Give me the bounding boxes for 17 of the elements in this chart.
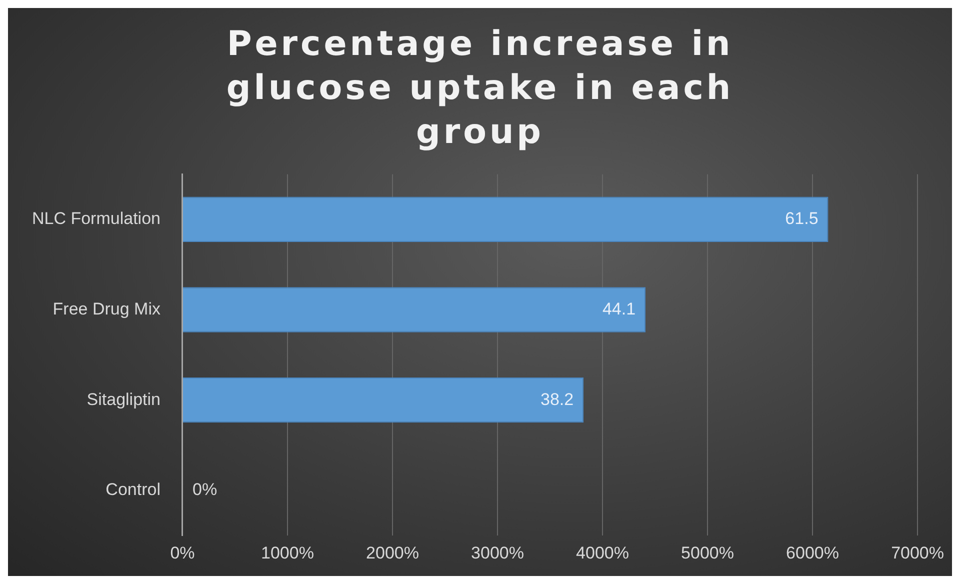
x-tick-label: 4000% xyxy=(576,543,629,562)
x-tick-label: 6000% xyxy=(786,543,839,562)
chart-title: Percentage increase in glucose uptake in each group xyxy=(225,23,735,152)
data-label: 38.2 xyxy=(540,390,574,409)
y-tick-label: NLC Formulation xyxy=(32,209,160,228)
y-tick-label: Control xyxy=(106,480,160,500)
y-tick-label: Free Drug Mix xyxy=(52,299,161,318)
x-tick-label: 2000% xyxy=(366,543,419,562)
x-tick-label: 0% xyxy=(170,543,195,562)
x-tick-label: 3000% xyxy=(471,543,524,562)
x-tick-label: 5000% xyxy=(681,543,734,562)
data-label: 61.5 xyxy=(785,209,818,228)
data-label: 44.1 xyxy=(602,299,636,318)
data-label: 0% xyxy=(192,480,218,500)
x-tick-label: 7000% xyxy=(891,543,944,562)
x-tick-label: 1000% xyxy=(261,543,314,562)
y-tick-label: Sitagliptin xyxy=(86,390,160,409)
